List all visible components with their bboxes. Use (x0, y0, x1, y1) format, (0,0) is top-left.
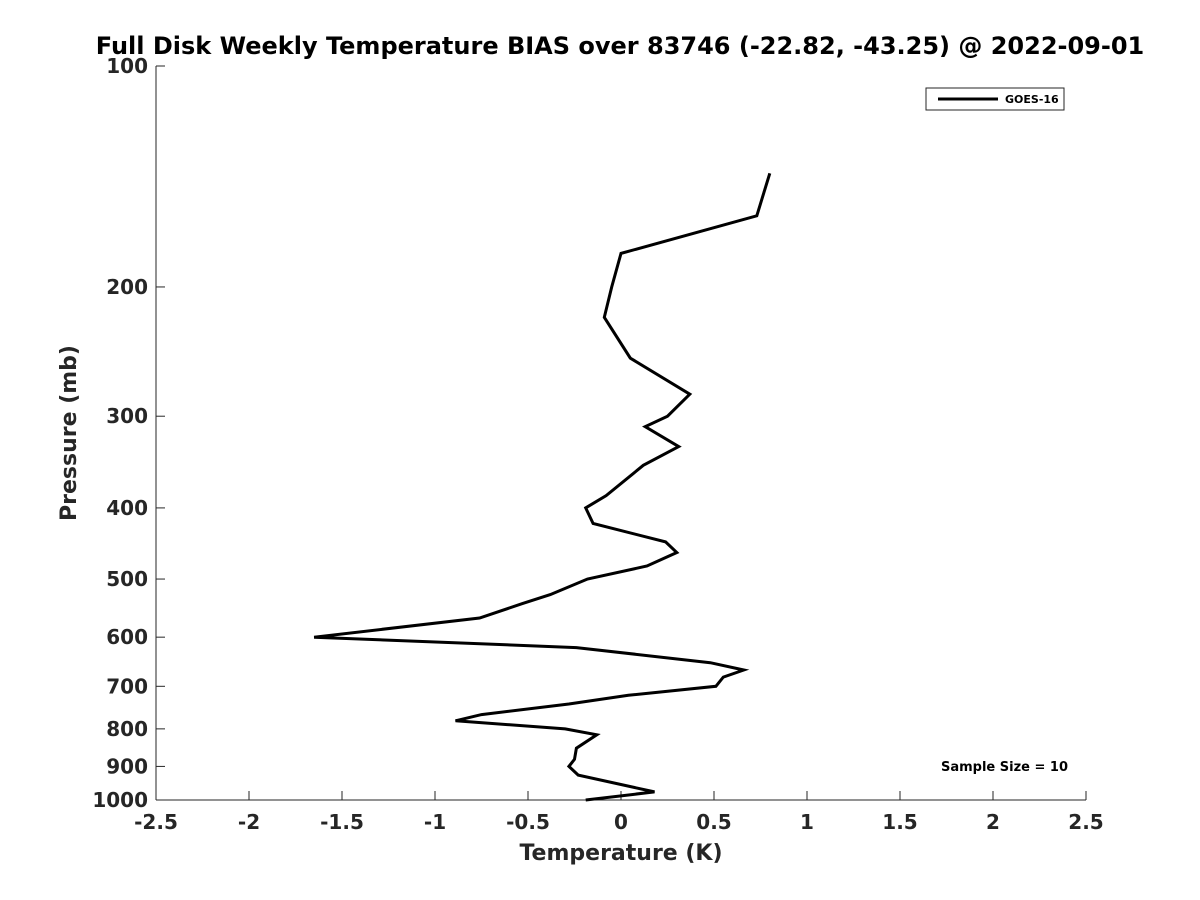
x-tick-label: -1 (424, 810, 446, 834)
chart-title: Full Disk Weekly Temperature BIAS over 8… (96, 32, 1144, 60)
x-tick-label: 2 (986, 810, 1000, 834)
x-tick-label: 1 (800, 810, 814, 834)
x-tick-label: -2.5 (134, 810, 178, 834)
plot-area (155, 66, 1086, 801)
y-tick-label: 600 (106, 625, 148, 649)
x-tick-label: 0.5 (696, 810, 731, 834)
y-tick-label: 800 (106, 717, 148, 741)
x-tick-label: 0 (614, 810, 628, 834)
legend: GOES-16 (925, 87, 1065, 111)
y-axis-label: Pressure (mb) (57, 345, 82, 521)
x-tick-label: 1.5 (882, 810, 917, 834)
y-tick-label: 100 (106, 54, 148, 78)
x-tick-label: -2 (238, 810, 260, 834)
series-line-goes-16 (313, 172, 772, 802)
x-axis-label: Temperature (K) (519, 841, 722, 866)
y-tick-label: 1000 (92, 788, 148, 812)
y-tick-label: 700 (106, 674, 148, 698)
x-axis-ticks: -2.5 -2 -1.5 -1 -0.5 0 0.5 1 1.5 2 2.5 (134, 791, 1104, 834)
y-tick-label: 400 (106, 496, 148, 520)
y-tick-label: 200 (106, 275, 148, 299)
x-tick-label: -0.5 (506, 810, 550, 834)
legend-label-goes-16: GOES-16 (1005, 93, 1059, 106)
y-tick-label: 500 (106, 567, 148, 591)
y-tick-label: 300 (106, 404, 148, 428)
x-tick-label: 2.5 (1068, 810, 1103, 834)
y-tick-label: 900 (106, 754, 148, 778)
sample-size-annotation: Sample Size = 10 (941, 760, 1068, 775)
x-tick-label: -1.5 (320, 810, 364, 834)
y-axis-ticks: 100 200 300 400 500 600 700 800 900 1000 (92, 54, 165, 812)
series-layer (313, 172, 772, 802)
